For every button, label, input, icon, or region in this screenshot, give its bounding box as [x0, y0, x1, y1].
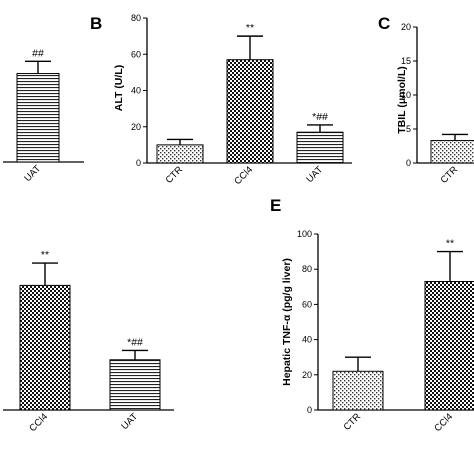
panel-e-bar — [332, 370, 384, 411]
panel-c-ytick-label: 20 — [401, 22, 411, 32]
panel-c-bar — [430, 140, 474, 164]
panel-b-bars: CTR ** CCl4 *## UAT — [156, 22, 344, 187]
panel-b: B ALT (U/L) 0 20 40 60 80 CTR ** CCl4 *## UAT — [90, 13, 352, 187]
panel-b-significance-label: ** — [246, 22, 254, 34]
panel-d: ** CCl4 *## UAT — [3, 249, 174, 434]
panel-b-ytick-label: 80 — [131, 13, 141, 23]
panel-b-category-label: CTR — [164, 164, 186, 186]
panel-e-ytick-label: 20 — [302, 370, 312, 380]
panel-e-ytick-label: 0 — [307, 405, 312, 415]
panel-a-category-label: UAT — [22, 163, 43, 184]
panel-e-ytick-label: 40 — [302, 335, 312, 345]
panel-c-category-label: CTR — [439, 164, 461, 186]
panel-a-bars: ## UAT — [16, 47, 60, 184]
panel-b-ytick-label: 40 — [131, 86, 141, 96]
panel-b-bar — [226, 59, 274, 164]
panel-b-bar — [296, 131, 344, 164]
panel-a-significance-label: ## — [32, 47, 44, 59]
panel-c-ytick-label: 0 — [406, 158, 411, 168]
panel-c-label: C — [378, 14, 390, 33]
panel-e-bar — [424, 281, 474, 411]
panel-e-category-label: CCl4 — [432, 411, 455, 434]
panel-e-ytick-label: 80 — [302, 264, 312, 274]
panel-e: E Hepatic TNF-α (pg/g liver) 0 20 40 60 80 10… — [270, 196, 474, 434]
panel-e-axes: 0 20 40 60 80 100 — [297, 229, 474, 415]
panel-b-bar — [156, 144, 204, 164]
panel-b-ytick-label: 0 — [136, 158, 141, 168]
panel-a: ## UAT — [3, 47, 84, 184]
panel-b-label: B — [90, 14, 102, 33]
panel-d-bar — [109, 359, 161, 411]
panel-e-label: E — [270, 196, 281, 215]
panel-d-category-label: UAT — [119, 411, 140, 432]
panel-d-bars: ** CCl4 *## UAT — [19, 249, 161, 434]
panel-b-ytick-label: 60 — [131, 49, 141, 59]
panel-b-ytick-label: 20 — [131, 122, 141, 132]
panel-b-significance-label: *## — [312, 111, 328, 123]
panel-d-significance-label: *## — [127, 336, 143, 348]
panel-e-bars: CTR ** CCl4 — [332, 238, 474, 434]
panel-a-bar — [16, 73, 60, 163]
panel-b-category-label: CCl4 — [232, 164, 255, 187]
panel-e-category-label: CTR — [342, 411, 364, 433]
panel-d-bar — [19, 284, 71, 411]
panel-e-ylabel: Hepatic TNF-α (pg/g liver) — [281, 258, 293, 386]
panel-c-ytick-label: 10 — [401, 90, 411, 100]
panel-c-bars: CTR — [430, 133, 474, 186]
panel-e-ytick-label: 100 — [297, 229, 312, 239]
panel-c-ytick-label: 5 — [406, 124, 411, 134]
panel-d-category-label: CCl4 — [27, 411, 50, 434]
panel-d-significance-label: ** — [41, 249, 49, 261]
panel-c-ylabel: TBIL (μmol/L) — [396, 66, 408, 133]
panel-e-significance-label: ** — [446, 238, 454, 250]
panel-b-ylabel: ALT (U/L) — [113, 65, 125, 111]
panel-b-category-label: UAT — [304, 164, 325, 185]
panel-c: C TBIL (μmol/L) 0 5 10 15 20 CTR — [378, 14, 474, 186]
panel-e-ytick-label: 60 — [302, 299, 312, 309]
panel-c-ytick-label: 15 — [401, 56, 411, 66]
